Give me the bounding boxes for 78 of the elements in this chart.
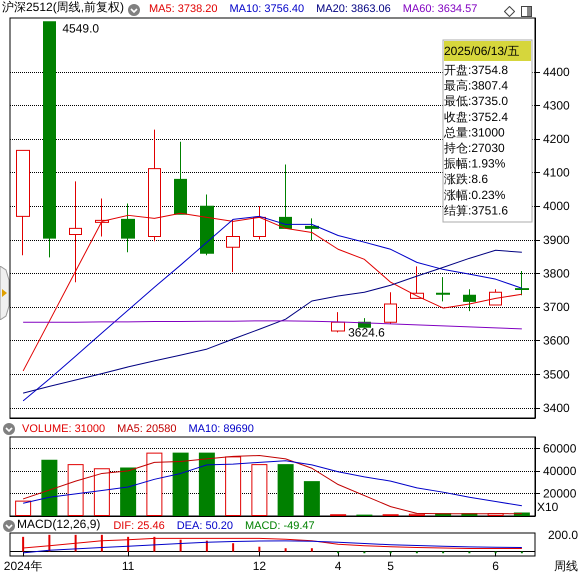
y-tick-label: 3800 (543, 266, 570, 280)
bar (251, 464, 268, 516)
annotation: 最低:3735.0 (444, 94, 508, 108)
candlestick (384, 292, 397, 324)
annotation: 涨幅:0.23% (444, 188, 506, 202)
y-tick-label: 3700 (543, 300, 570, 314)
line-series (22, 455, 522, 514)
text: MA10: 89690 (188, 423, 254, 435)
bar (120, 467, 136, 516)
candlestick (463, 288, 476, 312)
candlestick (436, 276, 450, 302)
candlestick (331, 312, 345, 333)
y-tick-label: 4300 (543, 98, 570, 112)
annotation: 最高:3807.4 (444, 78, 508, 93)
series-label: DEA: 50.20 (176, 520, 233, 532)
x-tick-label: 12 (252, 559, 266, 573)
bar (172, 452, 189, 516)
line-series (22, 460, 522, 506)
series-label: MACD: -49.47 (244, 520, 315, 532)
annotation: 收盘:3752.4 (444, 110, 508, 124)
line-series (22, 320, 522, 330)
bar (198, 452, 215, 516)
bar (94, 468, 110, 516)
candlestick (489, 288, 502, 306)
candlestick (43, 21, 56, 258)
annotation: 2025/06/13/五 (444, 44, 520, 58)
chart-title: 沪深2512(周线,前复权) (2, 0, 124, 14)
text: MA5: 3738.20 (149, 3, 218, 15)
y-tick-label: 3500 (543, 367, 570, 382)
candlestick (174, 141, 187, 215)
text: 200.0 (548, 528, 578, 542)
annotation: 总量:31000 (443, 125, 506, 140)
x-tick-label: 6 (492, 559, 500, 573)
y-tick-label: 3600 (543, 334, 570, 348)
y-tick-label: 4100 (543, 166, 570, 180)
line-series (22, 250, 522, 394)
bar (41, 460, 58, 516)
candlestick (200, 194, 214, 256)
y-tick-label: 60000 (543, 441, 577, 456)
x-tick-label: 2024年 (4, 559, 42, 573)
series-label: DIF: 25.46 (113, 520, 165, 532)
y-tick-label: 40000 (543, 464, 577, 478)
chart-title: MACD(12,26,9) (17, 517, 100, 531)
text: MA10: 3756.40 (230, 3, 304, 15)
x-tick-label: 5 (387, 559, 394, 573)
candlestick (226, 218, 240, 273)
bar (304, 481, 320, 516)
x-tick-label: 4 (334, 559, 342, 573)
y-tick-label: 4000 (543, 199, 570, 214)
bar (278, 464, 294, 516)
annotation: 4549.0 (62, 22, 100, 36)
x-tick-label: 11 (122, 559, 135, 573)
y-tick-label: 4200 (543, 132, 570, 146)
annotation: 振幅:1.93% (444, 156, 506, 171)
candlestick (16, 150, 30, 256)
text: VOLUME: 31000 (22, 423, 106, 435)
text: MA5: 20580 (117, 423, 176, 435)
annotation: 结算:3751.6 (444, 203, 508, 218)
annotation: 3624.6 (348, 325, 386, 340)
bar (225, 456, 242, 516)
bar (68, 464, 84, 516)
text: MA60: 3634.57 (402, 3, 478, 15)
y-tick-label: 3400 (543, 400, 570, 415)
bar (146, 452, 162, 516)
candlestick (305, 218, 319, 242)
y-tick-label: 20000 (543, 486, 577, 500)
text: MA20: 3863.06 (316, 3, 391, 15)
text: 周线 (554, 559, 578, 573)
annotation: 涨跌:8.6 (444, 172, 488, 186)
line-series (22, 216, 522, 402)
y-tick-label: 3900 (543, 232, 570, 247)
annotation: 持仓:27030 (444, 141, 506, 155)
annotation: 开盘:3754.8 (444, 63, 508, 77)
text: X10 (537, 500, 559, 514)
bar (15, 500, 32, 516)
candlestick (121, 203, 135, 253)
candlestick (515, 270, 529, 296)
y-tick-label: 4400 (543, 64, 570, 79)
